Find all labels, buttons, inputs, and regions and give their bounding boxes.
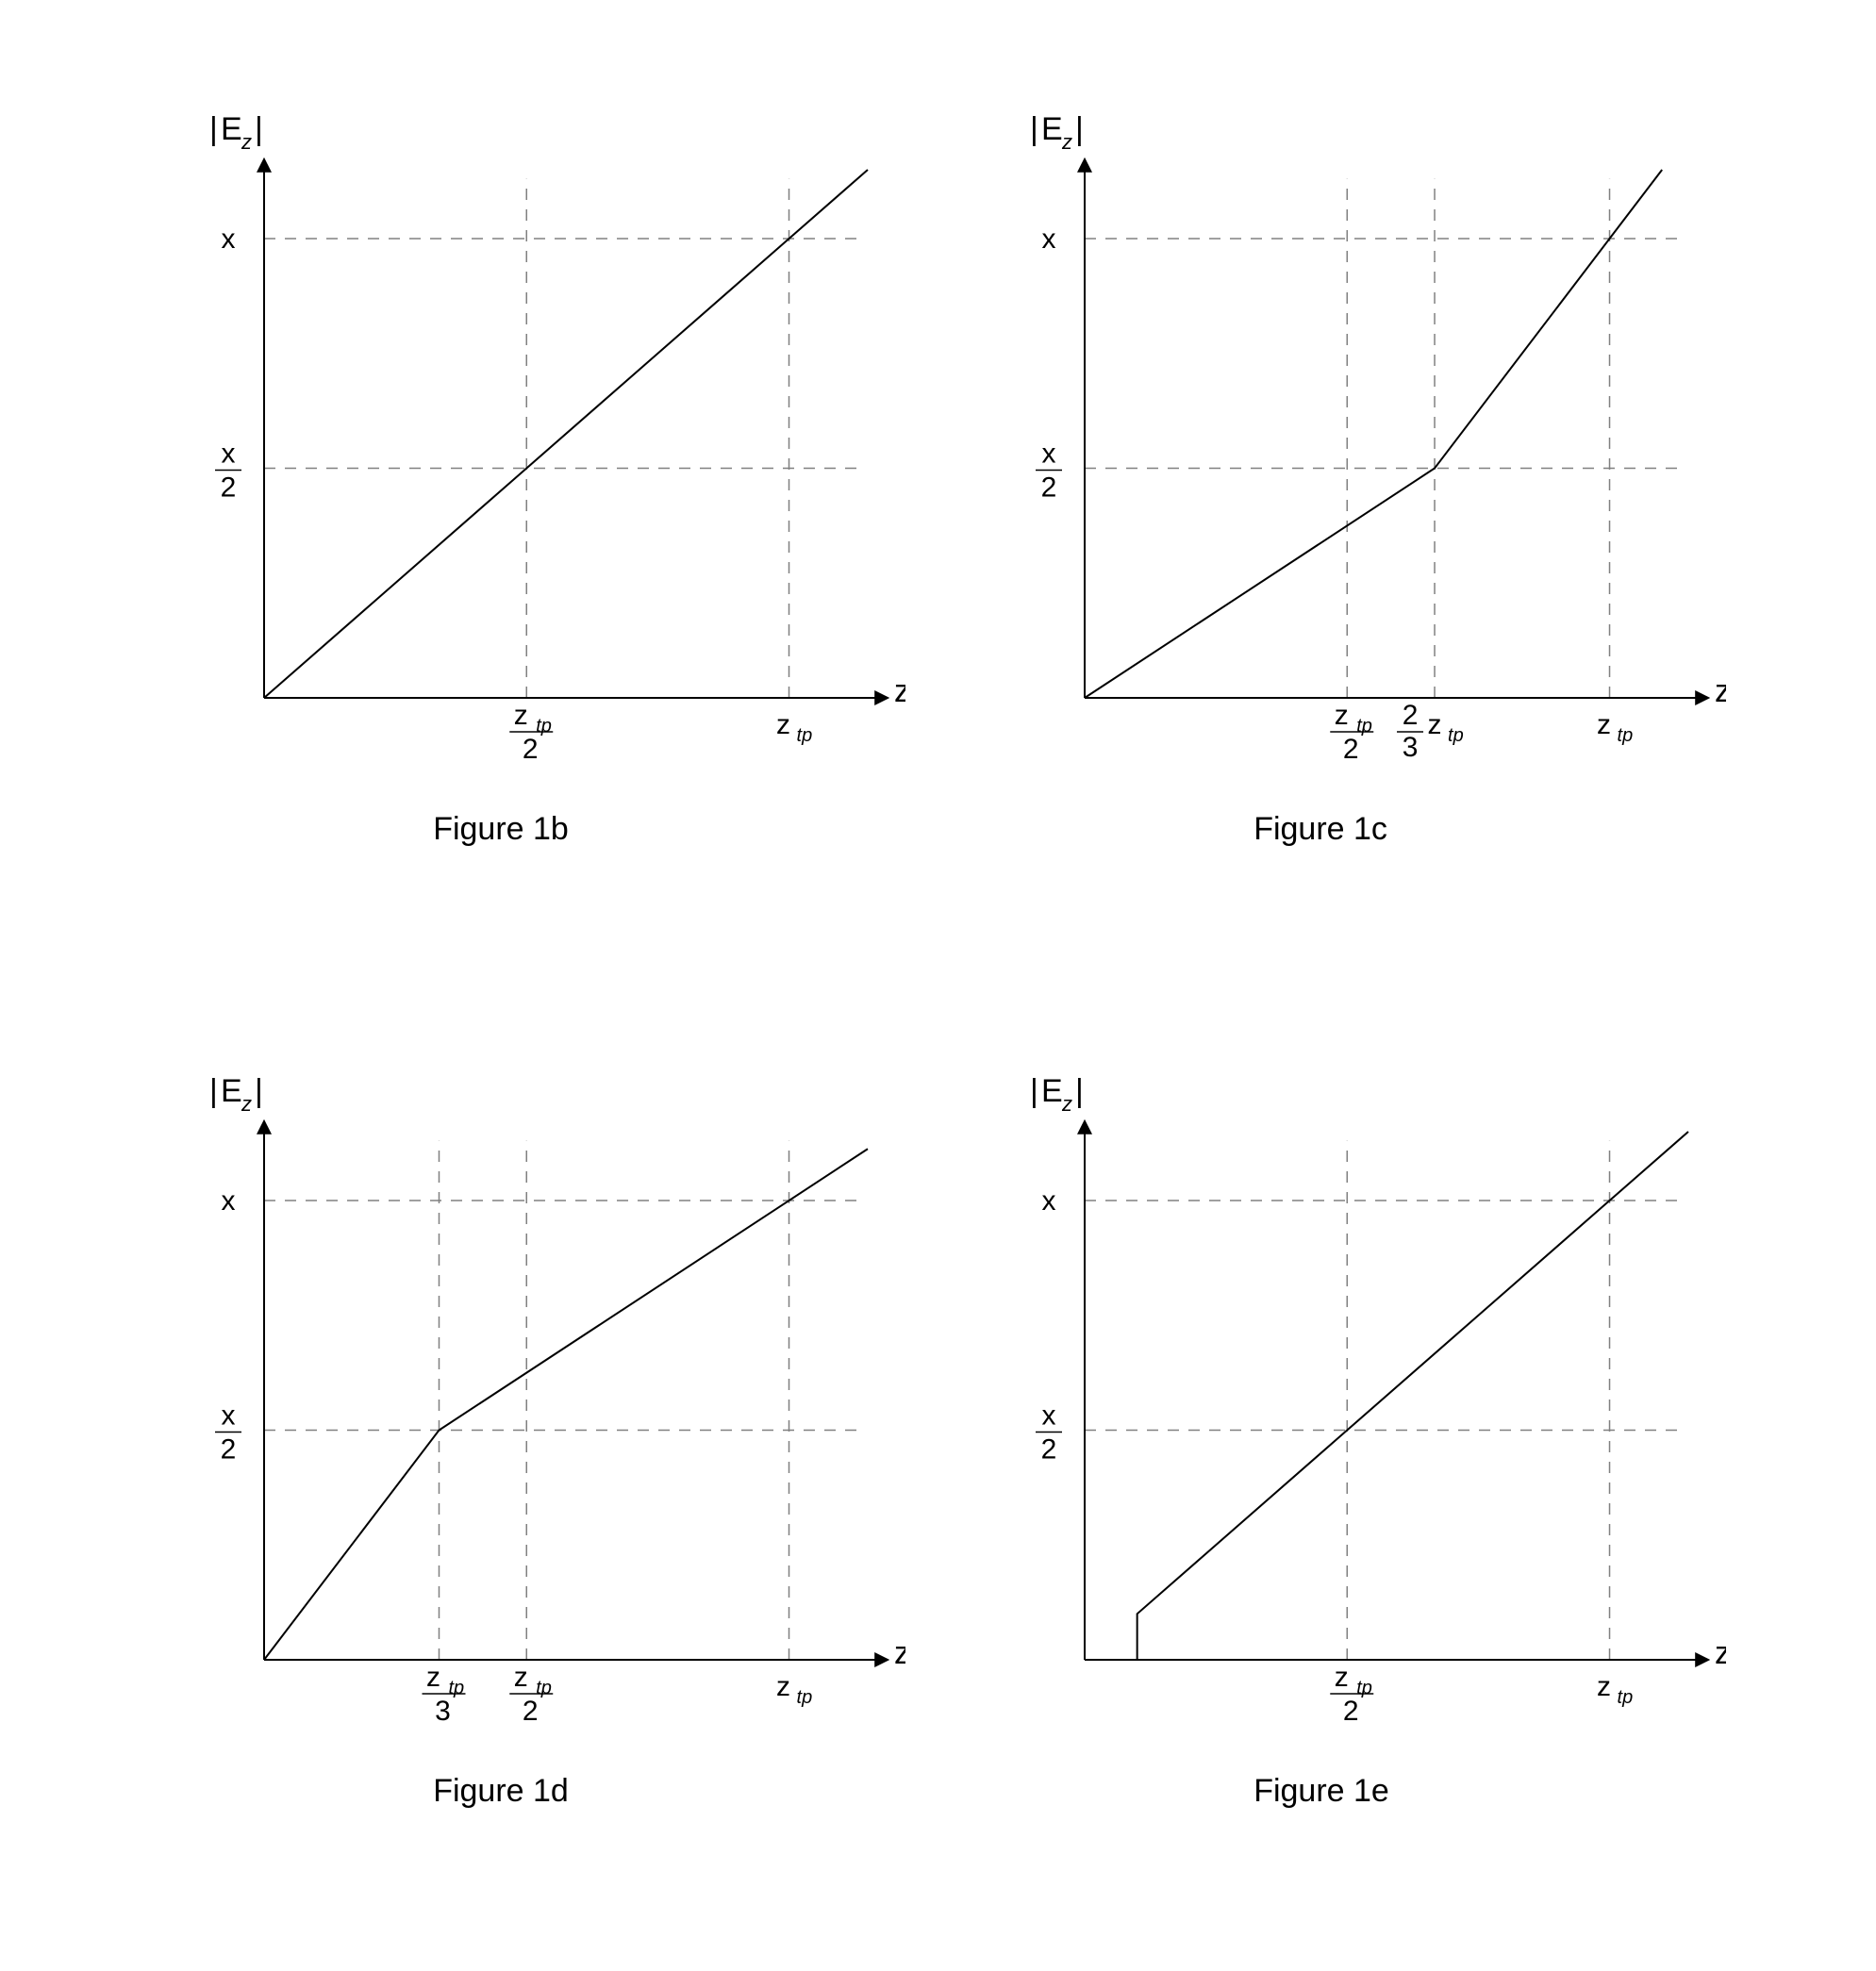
svg-text:3: 3 [435, 1696, 451, 1727]
svg-text:|: | [1030, 1073, 1038, 1109]
svg-text:x: x [1042, 439, 1056, 470]
svg-text:2: 2 [523, 734, 539, 765]
svg-text:tp: tp [1618, 725, 1634, 746]
svg-text:2: 2 [1041, 472, 1057, 504]
svg-text:z: z [514, 1662, 528, 1693]
svg-text:2: 2 [221, 1434, 237, 1466]
svg-text:x: x [222, 1400, 236, 1432]
x-tick-label: ztp2 [1330, 700, 1373, 765]
x-axis-label: z [894, 673, 905, 709]
svg-text:x: x [1042, 224, 1056, 255]
x-tick-label: ztp2 [509, 1662, 553, 1727]
y-axis-label: |Ez| [209, 111, 263, 154]
x-tick-label: ztp [776, 1671, 812, 1708]
svg-text:|: | [1030, 111, 1038, 147]
figure-panel-e: |Ez|zztp2ztpx2xFigure 1e [1000, 1066, 1849, 1914]
x-tick-label: ztp [776, 709, 812, 746]
svg-text:2: 2 [1343, 734, 1359, 765]
svg-text:|: | [209, 1073, 218, 1109]
y-tick-label: x2 [1036, 1400, 1062, 1466]
plot-svg: |Ez|zztp223ztpztpx2x [1000, 104, 1726, 811]
data-line [264, 1149, 868, 1660]
svg-text:z: z [241, 130, 252, 154]
plot-svg: |Ez|zztp3ztp2ztpx2x [179, 1066, 905, 1773]
svg-text:z: z [1597, 1671, 1611, 1702]
x-axis-label: z [894, 1635, 905, 1671]
y-tick-label: x [1042, 1185, 1056, 1217]
x-tick-label: ztp2 [1330, 1662, 1373, 1727]
svg-text:z: z [426, 1662, 440, 1693]
figure-panel-c: |Ez|zztp223ztpztpx2xFigure 1c [1000, 104, 1849, 952]
y-axis-label: |Ez| [209, 1073, 263, 1116]
y-tick-label: x2 [215, 439, 241, 504]
svg-text:|: | [255, 1073, 263, 1109]
svg-text:2: 2 [1403, 700, 1419, 731]
x-tick-label: ztp [1597, 1671, 1633, 1708]
y-tick-label: x [222, 1185, 236, 1217]
y-axis-label: |Ez| [1030, 111, 1084, 154]
figure-panel-b: |Ez|zztp2ztpx2xFigure 1b [179, 104, 1028, 952]
svg-text:z: z [1335, 1662, 1349, 1693]
data-line [1137, 1132, 1688, 1660]
svg-text:2: 2 [523, 1696, 539, 1727]
svg-text:|: | [255, 111, 263, 147]
svg-text:tp: tp [536, 1678, 552, 1698]
x-tick-label: ztp3 [422, 1662, 465, 1727]
svg-text:tp: tp [448, 1678, 464, 1698]
y-axis-label: |Ez| [1030, 1073, 1084, 1116]
svg-text:tp: tp [1356, 716, 1372, 737]
svg-text:z: z [776, 1671, 790, 1702]
svg-text:tp: tp [1618, 1687, 1634, 1708]
svg-text:E: E [221, 1073, 242, 1109]
svg-text:z: z [1428, 709, 1442, 740]
x-tick-label: ztp [1597, 709, 1633, 746]
x-axis-label: z [1715, 1635, 1726, 1671]
svg-text:tp: tp [797, 1687, 813, 1708]
svg-text:x: x [1042, 1400, 1056, 1432]
svg-text:E: E [1041, 111, 1063, 147]
svg-text:x: x [222, 224, 236, 255]
svg-text:E: E [1041, 1073, 1063, 1109]
svg-text:|: | [1075, 1073, 1084, 1109]
data-line [264, 170, 868, 698]
svg-text:x: x [222, 1185, 236, 1217]
svg-text:3: 3 [1403, 732, 1419, 763]
svg-text:tp: tp [1448, 725, 1464, 746]
y-tick-label: x [222, 224, 236, 255]
y-tick-label: x2 [1036, 439, 1062, 504]
svg-text:z: z [241, 1092, 252, 1116]
x-axis-label: z [1715, 673, 1726, 709]
figure-caption: Figure 1d [433, 1773, 569, 1810]
svg-text:|: | [1075, 111, 1084, 147]
data-line [1085, 170, 1662, 698]
svg-text:z: z [776, 709, 790, 740]
plot-svg: |Ez|zztp2ztpx2x [179, 104, 905, 811]
svg-text:z: z [514, 700, 528, 731]
plot-svg: |Ez|zztp2ztpx2x [1000, 1066, 1726, 1773]
svg-text:2: 2 [1041, 1434, 1057, 1466]
svg-text:|: | [209, 111, 218, 147]
svg-text:z: z [1597, 709, 1611, 740]
svg-text:2: 2 [221, 472, 237, 504]
svg-text:z: z [1061, 130, 1072, 154]
svg-text:z: z [1335, 700, 1349, 731]
figure-panel-d: |Ez|zztp3ztp2ztpx2xFigure 1d [179, 1066, 1028, 1914]
figure-caption: Figure 1e [1253, 1773, 1389, 1810]
figure-caption: Figure 1c [1253, 811, 1387, 848]
svg-text:z: z [1061, 1092, 1072, 1116]
x-tick-label: ztp2 [509, 700, 553, 765]
y-tick-label: x2 [215, 1400, 241, 1466]
svg-text:E: E [221, 111, 242, 147]
y-tick-label: x [1042, 224, 1056, 255]
figure-caption: Figure 1b [433, 811, 569, 848]
x-tick-label: 23ztp [1397, 700, 1464, 763]
svg-text:x: x [222, 439, 236, 470]
svg-text:2: 2 [1343, 1696, 1359, 1727]
svg-text:tp: tp [797, 725, 813, 746]
svg-text:x: x [1042, 1185, 1056, 1217]
svg-text:tp: tp [536, 716, 552, 737]
svg-text:tp: tp [1356, 1678, 1372, 1698]
